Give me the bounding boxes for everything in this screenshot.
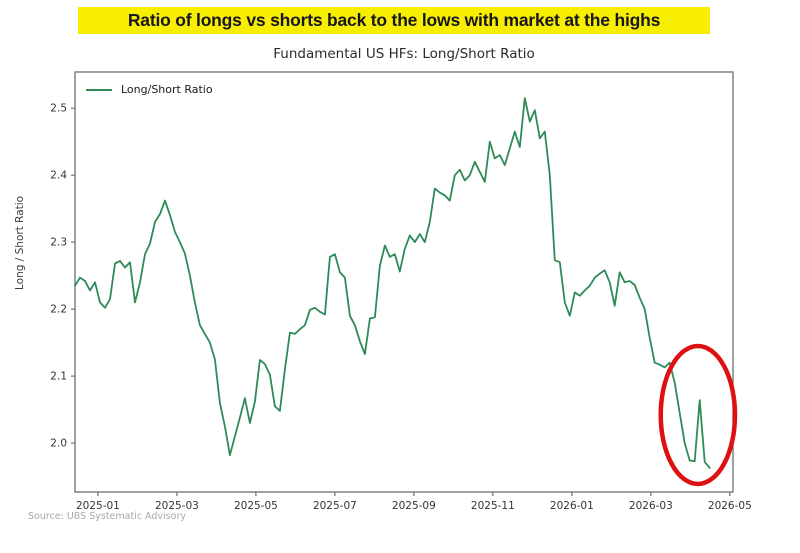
x-tick-label: 2026-05 (708, 500, 752, 512)
y-tick-label: 2.1 (50, 371, 67, 383)
headline-text: Ratio of longs vs shorts back to the low… (127, 10, 661, 30)
chart-title: Fundamental US HFs: Long/Short Ratio (273, 46, 535, 62)
x-tick-label: 2025-01 (76, 500, 120, 512)
x-tick-label: 2025-03 (155, 500, 199, 512)
plot-frame (74, 71, 734, 493)
source-note: Source: UBS Systematic Advisory (28, 511, 186, 522)
y-axis-label: Long / Short Ratio (14, 195, 26, 290)
y-tick-label: 2.3 (50, 237, 67, 249)
x-tick-label: 2025-09 (392, 500, 436, 512)
highlight-ellipse-annotation (658, 343, 738, 487)
legend-label: Long/Short Ratio (121, 83, 213, 96)
y-tick-label: 2.0 (50, 438, 67, 450)
y-tick-label: 2.2 (50, 304, 67, 316)
headline-banner: Ratio of longs vs shorts back to the low… (78, 7, 710, 34)
x-tick-label: 2026-01 (550, 500, 594, 512)
y-tick-label: 2.5 (50, 103, 67, 115)
y-tick-label: 2.4 (50, 170, 67, 182)
x-tick-label: 2025-05 (234, 500, 278, 512)
long-short-ratio-line (74, 97, 711, 469)
legend: Long/Short Ratio (86, 83, 213, 96)
x-tick-label: 2026-03 (629, 500, 673, 512)
legend-line-swatch (86, 88, 112, 91)
x-tick-label: 2025-11 (471, 500, 515, 512)
x-tick-label: 2025-07 (313, 500, 357, 512)
